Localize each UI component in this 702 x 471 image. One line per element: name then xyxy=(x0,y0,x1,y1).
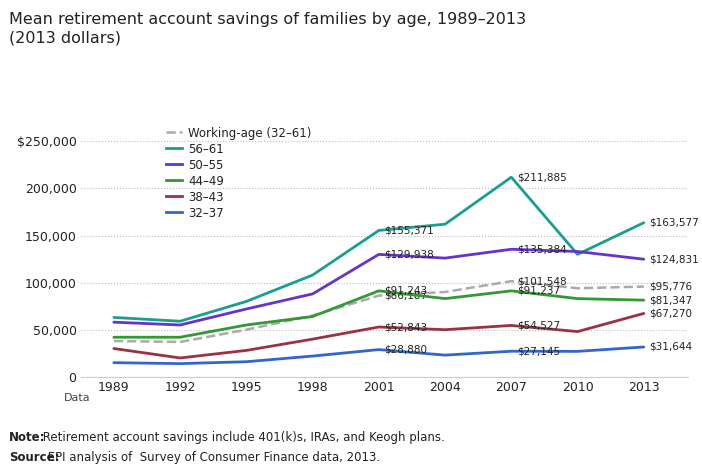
Text: (2013 dollars): (2013 dollars) xyxy=(9,31,121,46)
Text: $211,885: $211,885 xyxy=(517,172,567,182)
Text: $86,187: $86,187 xyxy=(385,291,428,300)
Text: $163,577: $163,577 xyxy=(649,218,699,227)
Text: Data: Data xyxy=(64,393,90,404)
Text: Mean retirement account savings of families by age, 1989–2013: Mean retirement account savings of famil… xyxy=(9,12,526,27)
Text: $124,831: $124,831 xyxy=(649,254,699,264)
Text: $95,776: $95,776 xyxy=(649,282,692,292)
Text: $129,938: $129,938 xyxy=(385,250,434,260)
Text: Retirement account savings include 401(k)s, IRAs, and Keogh plans.: Retirement account savings include 401(k… xyxy=(39,431,444,444)
Text: $67,270: $67,270 xyxy=(649,309,692,318)
Text: Source:: Source: xyxy=(9,451,60,464)
Text: $54,527: $54,527 xyxy=(517,320,560,331)
Text: $31,644: $31,644 xyxy=(649,342,692,352)
Text: $91,243: $91,243 xyxy=(385,286,428,296)
Text: Chart: Chart xyxy=(15,393,49,404)
Text: $28,880: $28,880 xyxy=(385,345,428,355)
Text: Note:: Note: xyxy=(9,431,46,444)
Text: $155,371: $155,371 xyxy=(385,226,434,236)
Text: $27,145: $27,145 xyxy=(517,346,560,356)
Text: EPI analysis of  Survey of Consumer Finance data, 2013.: EPI analysis of Survey of Consumer Finan… xyxy=(44,451,380,464)
Text: $101,548: $101,548 xyxy=(517,276,567,286)
Text: $135,384: $135,384 xyxy=(517,244,567,254)
Text: $52,843: $52,843 xyxy=(385,322,428,332)
Text: $81,347: $81,347 xyxy=(649,295,692,305)
Legend: Working-age (32–61), 56–61, 50–55, 44–49, 38–43, 32–37: Working-age (32–61), 56–61, 50–55, 44–49… xyxy=(166,127,312,220)
Text: $91,237: $91,237 xyxy=(517,286,560,296)
